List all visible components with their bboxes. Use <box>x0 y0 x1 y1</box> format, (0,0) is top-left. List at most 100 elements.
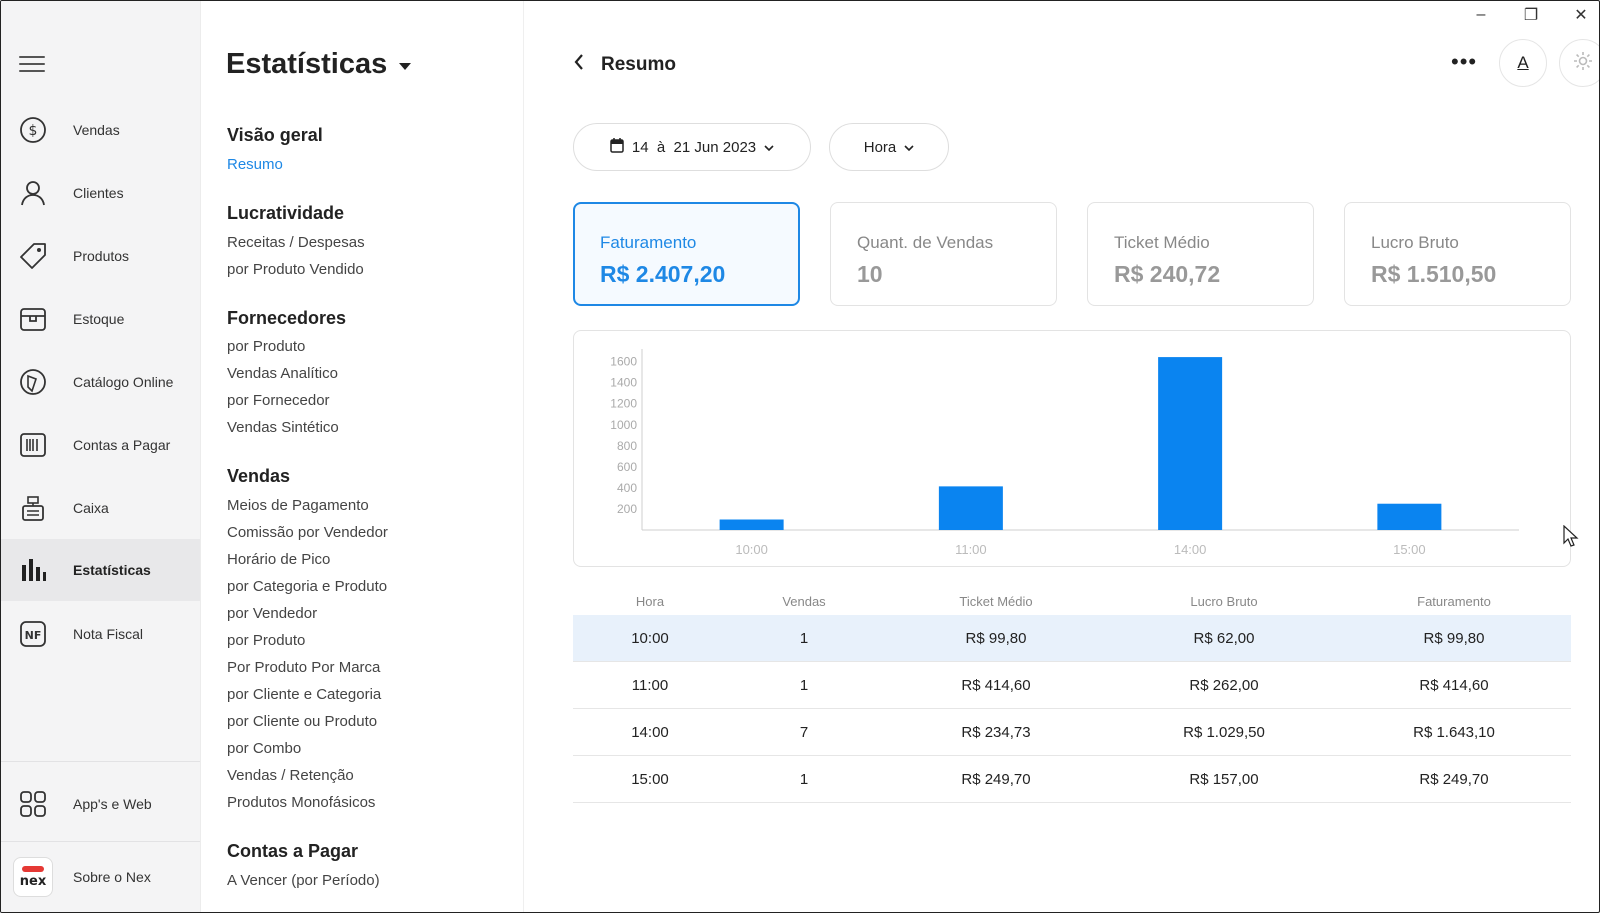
card-label: Ticket Médio <box>1114 233 1210 252</box>
column-header[interactable]: Ticket Médio <box>959 594 1033 609</box>
table-cell: 7 <box>799 723 809 741</box>
nav-item-vendas[interactable]: $ Vendas <box>1 99 200 161</box>
nav-item-produtos[interactable]: Produtos <box>1 225 200 287</box>
table-cell: R$ 249,70 <box>1419 770 1489 788</box>
table-row[interactable]: 11:00 1 R$ 414,60 R$ 262,00 R$ 414,60 <box>573 662 1571 709</box>
nav-item-estoque[interactable]: Estoque <box>1 288 200 350</box>
nav-item-nota-fiscal[interactable]: NF Nota Fiscal <box>1 603 200 665</box>
nav-item-apps-web[interactable]: App's e Web <box>1 773 200 835</box>
chart-bar <box>1377 503 1442 530</box>
table-row[interactable]: 14:00 7 R$ 234,73 R$ 1.029,50 R$ 1.643,1… <box>573 709 1571 756</box>
caret-down-icon <box>399 63 412 70</box>
nav-item-sobre-nex[interactable]: nex Sobre o Nex <box>1 846 200 908</box>
x-tick-label: 11:00 <box>955 542 987 557</box>
link-produto-marca[interactable]: Por Produto Por Marca <box>227 659 381 676</box>
nav-item-clientes[interactable]: Clientes <box>1 162 200 224</box>
link-produtos-monofasicos[interactable]: Produtos Monofásicos <box>227 794 376 811</box>
section-title: Contas a Pagar <box>227 841 359 861</box>
link-meios-pagamento[interactable]: Meios de Pagamento <box>227 497 369 514</box>
divider <box>1 761 200 762</box>
settings-button[interactable] <box>1559 39 1599 87</box>
table-header: Hora Vendas Ticket Médio Lucro Bruto Fat… <box>573 588 1571 615</box>
link-por-vendedor[interactable]: por Vendedor <box>227 605 318 622</box>
table-row[interactable]: 10:00 1 R$ 99,80 R$ 62,00 R$ 99,80 <box>573 615 1571 662</box>
table-row[interactable]: 15:00 1 R$ 249,70 R$ 157,00 R$ 249,70 <box>573 756 1571 803</box>
x-tick-label: 14:00 <box>1174 542 1207 557</box>
column-header[interactable]: Faturamento <box>1417 594 1491 609</box>
minimize-icon[interactable]: – <box>1476 6 1486 23</box>
chart-svg: 200 400 600 800 1000 1200 1400 1600 10:00 11:00 14… <box>610 349 1519 557</box>
table-cell: 11:00 <box>631 676 669 694</box>
cash-register-icon <box>1 493 65 523</box>
link-comissao-vendedor[interactable]: Comissão por Vendedor <box>227 524 388 541</box>
table-cell: R$ 157,00 <box>1189 770 1259 788</box>
link-vendas-analitico[interactable]: Vendas Analítico <box>227 365 338 382</box>
x-tick-label: 10:00 <box>735 542 768 557</box>
nav-item-catalogo-online[interactable]: Catálogo Online <box>1 351 200 413</box>
statistics-submenu: Estatísticas Visão geral Resumo Lucrativ… <box>201 1 524 912</box>
table-cell: R$ 99,80 <box>1423 629 1485 647</box>
link-resumo[interactable]: Resumo <box>227 156 283 173</box>
link-cliente-produto[interactable]: por Cliente ou Produto <box>227 713 378 730</box>
nf-icon: NF <box>1 619 65 649</box>
group-by-label: Hora <box>863 138 897 156</box>
link-vendas-retencao[interactable]: Vendas / Retenção <box>227 767 354 784</box>
barcode-icon <box>1 430 65 460</box>
link-por-produto-vendido[interactable]: por Produto Vendido <box>227 261 364 278</box>
back-button[interactable]: Resumo <box>573 53 676 77</box>
y-tick-label: 400 <box>617 481 637 495</box>
link-categoria-produto[interactable]: por Categoria e Produto <box>227 578 388 595</box>
close-icon[interactable]: ✕ <box>1574 7 1588 24</box>
section-title: Vendas <box>227 466 291 486</box>
more-options-icon[interactable]: ••• <box>1451 49 1478 74</box>
calendar-icon <box>610 137 624 157</box>
chart-bar <box>1158 357 1223 530</box>
link-fornecedores-por-produto[interactable]: por Produto <box>227 338 306 355</box>
divider <box>1 841 200 842</box>
y-tick-label: 1400 <box>610 376 637 390</box>
submenu-title-dropdown[interactable]: Estatísticas <box>226 48 412 81</box>
card-value: R$ 2.407,20 <box>600 261 726 287</box>
font-size-button[interactable]: A <box>1499 39 1547 87</box>
user-icon <box>1 178 65 208</box>
table-cell: 15:00 <box>631 770 669 788</box>
section-title: Visão geral <box>227 125 323 145</box>
link-vendas-por-produto[interactable]: por Produto <box>227 632 306 649</box>
main-content: Resumo ••• A 14 à 21 Jun 2023 Hora <box>525 1 1599 912</box>
nav-label: Nota Fiscal <box>73 626 144 642</box>
date-range-filter[interactable]: 14 à 21 Jun 2023 <box>573 123 811 171</box>
link-vendas-sintetico[interactable]: Vendas Sintético <box>227 419 339 436</box>
nav-item-estatisticas[interactable]: Estatísticas <box>1 539 200 601</box>
link-cliente-categoria[interactable]: por Cliente e Categoria <box>227 686 382 703</box>
nav-item-contas-a-pagar[interactable]: Contas a Pagar <box>1 414 200 476</box>
nav-rail: $ Vendas Clientes Produtos Estoque <box>1 1 201 912</box>
link-por-combo[interactable]: por Combo <box>227 740 302 757</box>
card-value: R$ 1.510,50 <box>1371 261 1497 287</box>
window-controls: – ❐ ✕ <box>1471 5 1591 25</box>
maximize-icon[interactable]: ❐ <box>1523 7 1539 24</box>
table-cell: R$ 99,80 <box>965 629 1027 647</box>
card-faturamento[interactable]: Faturamento R$ 2.407,20 <box>573 202 800 306</box>
nav-label: Sobre o Nex <box>73 869 151 885</box>
nav-label: Estoque <box>73 311 125 327</box>
tag-icon <box>1 241 65 271</box>
link-horario-pico[interactable]: Horário de Pico <box>227 551 331 568</box>
column-header[interactable]: Lucro Bruto <box>1190 594 1258 609</box>
card-quant-vendas[interactable]: Quant. de Vendas 10 <box>830 202 1057 306</box>
link-por-fornecedor[interactable]: por Fornecedor <box>227 392 330 409</box>
card-lucro-bruto[interactable]: Lucro Bruto R$ 1.510,50 <box>1344 202 1571 306</box>
link-receitas-despesas[interactable]: Receitas / Despesas <box>227 234 365 251</box>
column-header[interactable]: Hora <box>635 594 665 609</box>
link-a-vencer[interactable]: A Vencer (por Período) <box>227 872 380 889</box>
card-value: 10 <box>857 261 883 287</box>
column-header[interactable]: Vendas <box>782 594 826 609</box>
gear-icon <box>1572 50 1594 77</box>
nav-item-caixa[interactable]: Caixa <box>1 477 200 539</box>
group-by-filter[interactable]: Hora <box>829 123 949 171</box>
nav-label: Produtos <box>73 248 130 264</box>
card-ticket-medio[interactable]: Ticket Médio R$ 240,72 <box>1087 202 1314 306</box>
table-cell: 10:00 <box>631 629 669 647</box>
hamburger-menu-icon[interactable] <box>19 56 45 76</box>
y-tick-label: 600 <box>617 460 637 474</box>
